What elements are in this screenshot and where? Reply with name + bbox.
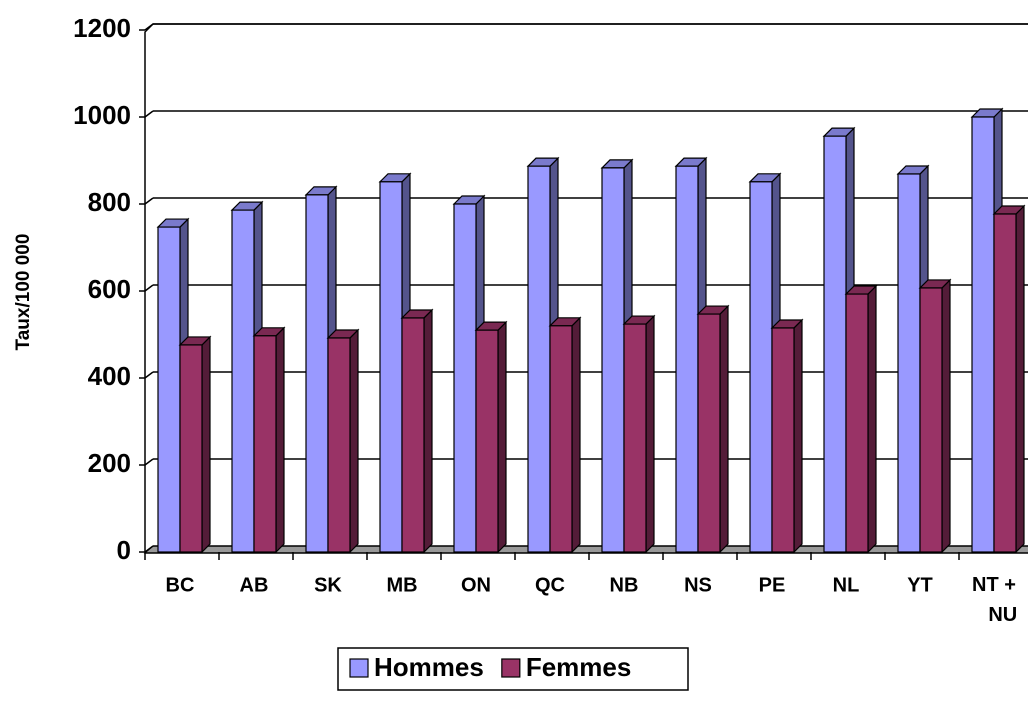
bar [401, 317, 425, 553]
y-tick-label: 0 [117, 535, 131, 565]
bar [993, 213, 1017, 553]
legend-box [337, 647, 689, 691]
x-tick-label: ON [461, 574, 491, 596]
bar-side [275, 326, 285, 554]
bar [823, 135, 847, 553]
bar-side [719, 304, 729, 554]
grid-line [144, 23, 154, 31]
bar [697, 313, 721, 553]
x-tick-label: AB [240, 574, 269, 596]
y-tick-label: 1200 [73, 13, 131, 43]
bar [475, 329, 499, 553]
x-tick-label: MB [386, 574, 417, 596]
y-tick-label: 200 [88, 448, 131, 478]
bar [919, 287, 943, 553]
grid-line [144, 545, 154, 553]
legend-swatch [349, 658, 369, 678]
x-tick-label: QC [535, 574, 565, 596]
bar-side [571, 316, 581, 554]
grid-line [144, 458, 154, 466]
x-tick-label: PE [759, 574, 786, 596]
x-tick-label: SK [314, 574, 342, 596]
x-tick-label: NS [684, 574, 712, 596]
grid-line [144, 284, 154, 292]
bar [623, 323, 647, 553]
bar [897, 173, 921, 553]
y-tick-label: 800 [88, 187, 131, 217]
bar [453, 203, 477, 553]
x-tick-label: NL [833, 574, 860, 596]
bar [971, 116, 995, 553]
bar-side [349, 328, 359, 554]
bar-side [423, 308, 433, 554]
bar [601, 167, 625, 553]
bar [179, 344, 203, 553]
bar [231, 209, 255, 553]
bar [749, 181, 773, 553]
bar [305, 194, 329, 553]
x-tick-label: YT [907, 574, 933, 596]
bar [549, 325, 573, 553]
x-tick-label: BC [166, 574, 195, 596]
bar-side [867, 284, 877, 554]
bar [771, 327, 795, 553]
grid-line [144, 371, 154, 379]
bar [253, 335, 277, 553]
grid-line [144, 197, 154, 205]
y-axis-label: Taux/100 000 [13, 234, 34, 351]
grid-line [144, 110, 154, 118]
bar-side [645, 314, 655, 554]
bar-side [1015, 204, 1025, 554]
y-tick-label: 600 [88, 274, 131, 304]
bar-side [793, 318, 803, 554]
bar [527, 165, 551, 553]
bar-side [941, 278, 951, 554]
y-tick-label: 400 [88, 361, 131, 391]
x-tick-label: NT + NU [972, 574, 1017, 626]
y-tick-label: 1000 [73, 100, 131, 130]
bar [157, 226, 181, 553]
bar-side [497, 320, 507, 554]
legend-label: Hommes [374, 652, 484, 682]
bar [379, 181, 403, 553]
bar [327, 337, 351, 553]
bar [675, 165, 699, 553]
bar [845, 293, 869, 553]
x-tick-label: NB [610, 574, 639, 596]
bar-side [201, 335, 211, 554]
legend-swatch [501, 658, 521, 678]
legend-label: Femmes [526, 652, 632, 682]
